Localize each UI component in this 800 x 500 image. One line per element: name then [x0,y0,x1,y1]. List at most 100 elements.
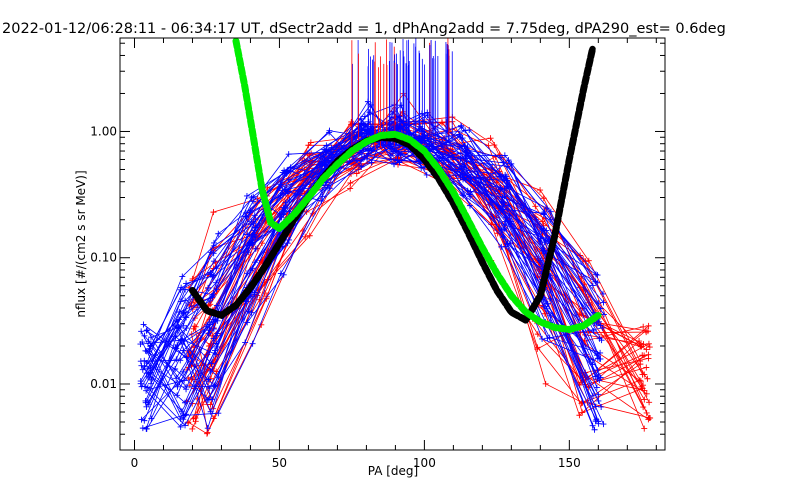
trace-marker [397,151,404,158]
trace-marker [507,218,514,225]
trace-marker [497,185,504,192]
black-fit-point [566,156,573,163]
trace-marker [207,401,214,408]
x-tick-label: 100 [413,456,436,470]
trace-marker [204,285,211,292]
trace-marker [148,376,155,383]
trace-marker [261,290,268,297]
green-fit-point [348,147,356,155]
trace-marker [537,187,544,194]
trace-marker [305,142,312,149]
black-fit-point [276,240,283,247]
trace-marker [250,193,257,200]
trace-marker [142,399,149,406]
trace-marker [137,380,144,387]
trace-marker [319,187,326,194]
trace-marker [645,322,652,329]
trace-marker [141,363,148,370]
trace-marker [173,375,180,382]
trace-marker [595,420,602,427]
trace-marker [248,239,255,246]
trace-marker [501,221,508,228]
trace-marker [641,396,648,403]
trace-marker [215,230,222,237]
trace-marker [182,422,189,429]
trace-marker [183,386,190,393]
trace-marker [594,375,601,382]
trace-marker [487,135,494,142]
green-fit-point [595,312,602,319]
trace-marker [456,143,463,150]
trace-marker [325,148,332,155]
trace-marker [209,292,216,299]
trace-marker [359,133,366,140]
trace-marker [252,245,259,252]
trace-marker [174,383,181,390]
trace-marker [464,172,471,179]
trace-marker [183,354,190,361]
trace-marker [593,352,600,359]
trace-marker [357,115,364,122]
trace-marker [456,166,463,173]
trace-marker [319,193,326,200]
trace-marker [498,227,505,234]
trace-marker [182,309,189,316]
trace-marker [182,297,189,304]
trace-marker [144,373,151,380]
trace-marker [357,158,364,165]
trace-marker [139,425,146,432]
trace-marker [460,155,467,162]
trace-marker [456,131,463,138]
trace-marker [141,357,148,364]
trace-marker [532,203,539,210]
trace-marker [542,380,549,387]
trace-marker [537,257,544,264]
trace-marker [247,221,254,228]
trace-marker [540,211,547,218]
black-fit-point [493,287,501,294]
trace-marker [501,152,508,159]
trace-marker [204,425,211,432]
trace-marker [498,199,505,206]
trace-marker [145,338,152,345]
trace-marker [263,295,270,302]
trace-marker [646,414,653,421]
green-fit-point [258,185,266,193]
trace-marker [347,179,354,186]
green-fit-point [363,138,370,145]
trace-marker [542,237,549,244]
green-fit-point [537,318,544,326]
trace-marker [645,340,652,347]
trace-marker [591,426,598,433]
trace-marker [364,146,371,153]
trace-marker [364,155,371,162]
trace-marker [178,284,185,291]
green-fit-point [406,136,414,143]
trace-marker [144,327,151,334]
trace-marker [249,340,256,347]
trace-marker [637,378,644,385]
trace-marker [597,322,604,329]
y-tick-label: 0.01 [90,377,117,391]
trace-marker [138,383,145,390]
trace-marker [645,416,652,423]
data-layer [137,38,654,437]
trace-marker [144,384,151,391]
trace-marker [645,355,652,362]
trace-marker [491,142,498,149]
black-fit-point [218,312,225,319]
trace-marker [366,109,373,116]
green-fit-point [493,270,501,277]
trace-marker [212,383,219,390]
green-fit-point [241,82,248,90]
green-fit-point [267,219,274,226]
trace-marker [248,309,255,316]
trace-marker [285,151,292,158]
trace-marker [646,399,653,406]
green-fit-point [319,175,327,183]
trace-marker [326,127,333,134]
trace-marker [321,146,328,153]
green-fit-point [522,309,530,316]
black-fit-point [589,45,596,53]
chart-title: 2022-01-12/06:28:11 - 06:34:17 UT, dSect… [2,21,726,37]
